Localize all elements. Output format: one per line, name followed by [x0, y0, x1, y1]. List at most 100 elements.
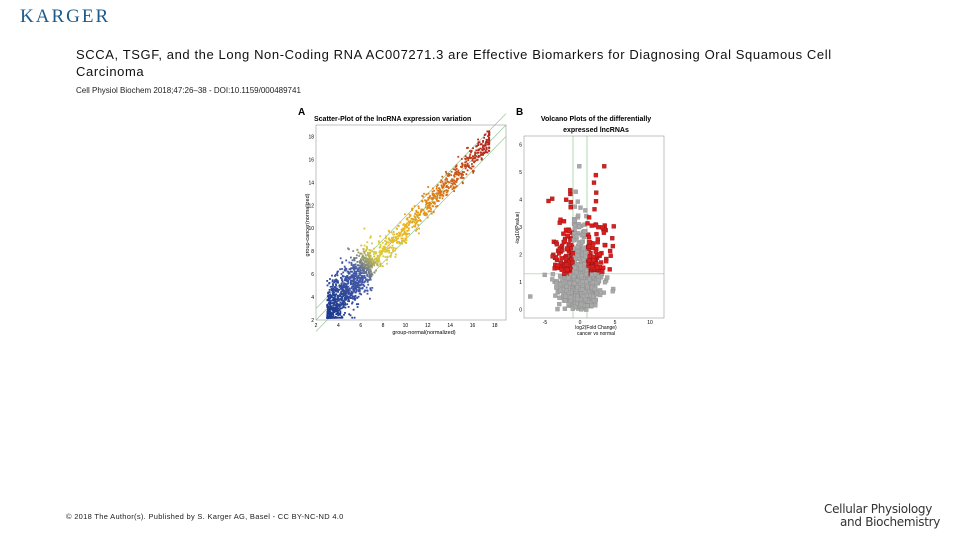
scatter-point: [333, 301, 336, 303]
panel-b-xtick-label: 0: [579, 320, 582, 326]
scatter-point: [457, 155, 460, 158]
volcano-point-significant: [591, 241, 596, 246]
scatter-point: [480, 157, 483, 160]
scatter-point: [482, 144, 484, 147]
scatter-point: [350, 294, 353, 297]
scatter-point: [472, 157, 475, 160]
scatter-point: [363, 227, 366, 230]
scatter-point: [455, 167, 458, 170]
scatter-point: [348, 287, 351, 290]
scatter-point: [348, 278, 351, 280]
scatter-point: [353, 257, 355, 259]
scatter-point: [328, 289, 331, 291]
scatter-point: [353, 316, 356, 319]
scatter-point: [346, 270, 349, 273]
scatter-point: [396, 228, 398, 230]
volcano-point-significant: [610, 243, 616, 249]
volcano-point-significant: [602, 242, 607, 248]
scatter-point: [362, 269, 364, 271]
scatter-point: [343, 279, 346, 282]
scatter-point: [338, 284, 341, 287]
scatter-point: [438, 190, 440, 192]
scatter-point: [440, 179, 443, 182]
panel-b-ytick-label: 3: [519, 225, 522, 231]
volcano-point: [575, 278, 580, 283]
scatter-point: [379, 265, 382, 267]
volcano-point-significant: [607, 248, 613, 254]
scatter-point: [416, 216, 419, 218]
scatter-point: [361, 287, 364, 290]
panel-a-letter: A: [298, 107, 305, 118]
scatter-point: [354, 283, 357, 285]
scatter-point: [376, 259, 378, 262]
scatter-point: [337, 314, 339, 317]
scatter-point: [356, 289, 358, 291]
scatter-point: [445, 194, 448, 196]
volcano-point: [584, 271, 589, 277]
scatter-point: [342, 295, 344, 298]
scatter-point: [391, 247, 393, 249]
scatter-point: [446, 181, 449, 183]
scatter-point: [370, 263, 373, 266]
volcano-point: [564, 284, 569, 289]
scatter-point: [416, 221, 418, 223]
scatter-point: [472, 155, 475, 158]
scatter-point: [332, 287, 335, 290]
scatter-point: [330, 316, 333, 319]
scatter-point: [366, 292, 369, 295]
scatter-point: [474, 154, 476, 157]
scatter-point: [363, 285, 366, 287]
scatter-point: [351, 279, 353, 282]
scatter-point: [479, 151, 482, 154]
scatter-point: [378, 251, 381, 254]
scatter-point: [384, 256, 387, 258]
scatter-point: [415, 229, 417, 232]
scatter-point: [352, 288, 355, 291]
scatter-point: [395, 238, 398, 241]
scatter-point: [336, 294, 339, 297]
scatter-point: [365, 278, 367, 281]
scatter-point: [430, 210, 432, 213]
scatter-point: [334, 275, 336, 277]
scatter-point: [363, 290, 366, 293]
scatter-point: [424, 206, 427, 209]
scatter-point: [330, 289, 333, 292]
volcano-point-significant: [568, 205, 573, 210]
scatter-point: [386, 250, 388, 253]
scatter-point: [365, 264, 368, 266]
scatter-point: [417, 219, 420, 222]
scatter-point: [373, 262, 376, 265]
volcano-point: [596, 274, 601, 279]
panel-a-xtick-label: 18: [492, 323, 498, 329]
scatter-point: [333, 279, 336, 282]
scatter-point: [416, 228, 418, 231]
scatter-point: [337, 281, 339, 284]
scatter-point: [381, 252, 384, 255]
scatter-point: [415, 209, 418, 212]
scatter-point: [347, 247, 349, 250]
scatter-point: [338, 309, 341, 311]
scatter-point: [476, 151, 479, 154]
scatter-point: [340, 277, 343, 280]
scatter-point: [405, 223, 408, 226]
scatter-point: [346, 295, 349, 298]
scatter-point: [424, 214, 427, 217]
scatter-point: [365, 258, 367, 261]
scatter-point: [423, 192, 425, 195]
volcano-point: [591, 298, 597, 303]
volcano-point-significant: [558, 260, 563, 265]
scatter-point: [336, 290, 339, 292]
scatter-point: [426, 216, 429, 219]
scatter-point: [454, 186, 457, 189]
scatter-point: [343, 284, 345, 286]
scatter-point: [334, 280, 337, 283]
scatter-point: [406, 222, 408, 225]
volcano-point-significant: [595, 240, 600, 245]
scatter-point: [379, 253, 382, 256]
volcano-point-significant: [587, 239, 592, 245]
volcano-point: [575, 253, 580, 258]
panel-b-ytick-label: 0: [519, 308, 522, 314]
scatter-point: [432, 194, 435, 197]
scatter-point: [364, 276, 367, 279]
volcano-point-significant: [600, 269, 605, 274]
